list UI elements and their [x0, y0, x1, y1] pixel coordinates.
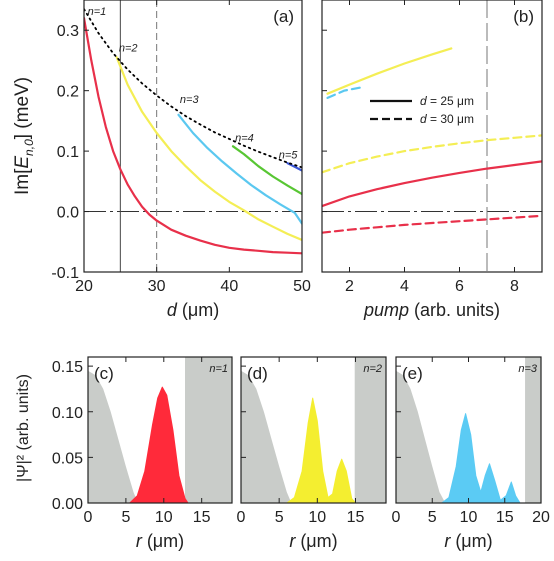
- plot-area-d: [241, 357, 386, 503]
- x-tick-label: 30: [148, 278, 166, 295]
- x-tick-label: 8: [510, 278, 519, 295]
- x-tick-label: 10: [460, 509, 478, 526]
- legend-label-1: d = 30 μm: [420, 112, 474, 126]
- x-tick-label: 15: [193, 509, 211, 526]
- axes-frame: [87, 356, 233, 504]
- x-tick-label: 6: [455, 278, 464, 295]
- barrier-region: [525, 357, 541, 503]
- plot-area-b: [322, 0, 542, 272]
- x-tick-label: 5: [428, 509, 437, 526]
- mode-label: n=1: [209, 363, 228, 375]
- x-axis-label: pump (arb. units): [363, 300, 500, 320]
- density-area: [441, 413, 521, 503]
- plot-area-a: [84, 0, 302, 272]
- x-tick-label: 40: [220, 278, 238, 295]
- legend-label-0: d = 25 μm: [420, 94, 474, 108]
- mode-annotation-1: n=1: [88, 6, 107, 18]
- series-line-a-0: [84, 17, 302, 255]
- x-tick-label: 15: [347, 509, 365, 526]
- mode-annotation-5: n=5: [279, 149, 299, 161]
- x-axis-label: r (μm): [444, 531, 492, 551]
- series-line-a-1: [115, 56, 302, 242]
- potential-profile: [396, 370, 446, 503]
- mode-annotation-3: n=3: [180, 94, 200, 106]
- y-tick-label: 0.3: [57, 23, 79, 40]
- panel-label: (a): [273, 7, 294, 26]
- x-tick-label: 10: [155, 509, 173, 526]
- x-tick-label: 0: [237, 509, 246, 526]
- panel-label: (d): [247, 364, 268, 383]
- mode-label: n=3: [518, 363, 538, 375]
- mode-annotation-4: n=4: [235, 132, 254, 144]
- x-axis-label: r (μm): [136, 531, 184, 551]
- series-line-b-2: [322, 134, 542, 174]
- x-tick-label: 20: [75, 278, 93, 295]
- x-tick-label: 4: [400, 278, 409, 295]
- y-axis-label: Im[En,0] (meV): [12, 77, 36, 195]
- plot-area-c: [88, 357, 232, 503]
- panel-a: n=1 n=2 n=3 n=4 n=5 (a) 20 30 40 50 -0.1 0.0 0.1 0.2 0…: [12, 0, 311, 320]
- barrier-region: [185, 357, 232, 503]
- panel-label: (b): [513, 7, 534, 26]
- series-line-b-3: [326, 47, 453, 95]
- x-tick-label: 0: [392, 509, 401, 526]
- y-tick-label: 0.00: [52, 496, 83, 513]
- panel-label: (e): [402, 364, 423, 383]
- y-axis-label: |Ψ|² (arb. units): [15, 374, 32, 482]
- axes-frame: [321, 0, 543, 273]
- x-tick-label: 5: [121, 509, 130, 526]
- y-tick-label: 0.1: [57, 144, 79, 161]
- y-tick-label: 0.2: [57, 84, 79, 101]
- panel-e: n=3 (e) 0 5 10 15 20 r (μm): [392, 356, 550, 551]
- y-tick-label: 0.0: [57, 205, 79, 222]
- y-tick-label: -0.1: [51, 265, 79, 282]
- mode-annotation-2: n=2: [119, 42, 138, 54]
- series-line-a-5: [84, 8, 302, 169]
- x-axis-label: d (μm): [167, 300, 219, 320]
- potential-profile: [88, 370, 139, 503]
- panel-b: d = 25 μm d = 30 μm (b) 2 4 6 8 pump (arb. unit…: [321, 0, 543, 320]
- axes-frame: [240, 356, 387, 504]
- x-tick-label: 50: [293, 278, 311, 295]
- panel-d: n=2 (d) 0 5 10 15 r (μm): [237, 356, 387, 551]
- plot-area-e: [396, 357, 541, 503]
- x-tick-label: 15: [496, 509, 514, 526]
- series-line-a-4: [286, 162, 302, 172]
- density-area: [129, 386, 189, 503]
- axes-frame: [83, 0, 303, 273]
- density-area: [286, 397, 356, 503]
- series-line-b-4: [326, 85, 365, 100]
- y-tick-label: 0.05: [52, 450, 83, 467]
- series-line-a-3: [231, 145, 302, 196]
- x-tick-label: 2: [345, 278, 354, 295]
- mode-label: n=2: [363, 363, 382, 375]
- panel-label: (c): [94, 364, 114, 383]
- series-line-a-2: [177, 113, 302, 225]
- x-tick-label: 0: [84, 509, 93, 526]
- barrier-region: [354, 357, 386, 503]
- y-tick-label: 0.15: [52, 359, 83, 376]
- y-tick-label: 0.10: [52, 405, 83, 422]
- series-line-b-0: [322, 160, 542, 208]
- panel-c: n=1 (c) 0 5 10 15 0.00 0.05 0.10 0.15 r (μm) |Ψ|² (…: [15, 356, 233, 551]
- potential-profile: [241, 370, 292, 503]
- x-tick-label: 10: [308, 509, 326, 526]
- x-tick-label: 5: [275, 509, 284, 526]
- x-tick-label: 20: [532, 509, 550, 526]
- series-line-b-1: [322, 214, 542, 234]
- x-axis-label: r (μm): [289, 531, 337, 551]
